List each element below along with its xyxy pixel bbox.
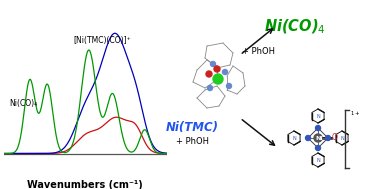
Circle shape <box>223 70 227 74</box>
Circle shape <box>207 85 213 91</box>
Text: N: N <box>316 114 320 119</box>
Text: Ni(CO)₄: Ni(CO)₄ <box>9 99 37 108</box>
Text: N: N <box>316 157 320 163</box>
Circle shape <box>314 134 322 142</box>
Text: Ni: Ni <box>315 136 323 142</box>
Circle shape <box>315 146 321 150</box>
Text: Ni(CO)$_4$: Ni(CO)$_4$ <box>264 18 326 36</box>
Text: Ni(TMC): Ni(TMC) <box>165 122 219 135</box>
Text: N: N <box>292 136 296 140</box>
Circle shape <box>315 125 321 130</box>
Text: [Ni(TMC)(CO)]⁺: [Ni(TMC)(CO)]⁺ <box>73 36 131 45</box>
Circle shape <box>210 61 216 67</box>
Text: $^{1+}$: $^{1+}$ <box>350 110 361 119</box>
Text: + PhOH: + PhOH <box>175 138 209 146</box>
Circle shape <box>227 84 232 88</box>
Text: Wavenumbers (cm⁻¹): Wavenumbers (cm⁻¹) <box>27 180 143 189</box>
Circle shape <box>305 136 311 140</box>
Circle shape <box>206 71 212 77</box>
Circle shape <box>325 136 331 140</box>
Text: N: N <box>340 136 344 140</box>
Text: O: O <box>332 133 338 143</box>
Text: + PhOH: + PhOH <box>242 47 275 57</box>
Circle shape <box>213 74 223 84</box>
Circle shape <box>214 66 220 72</box>
